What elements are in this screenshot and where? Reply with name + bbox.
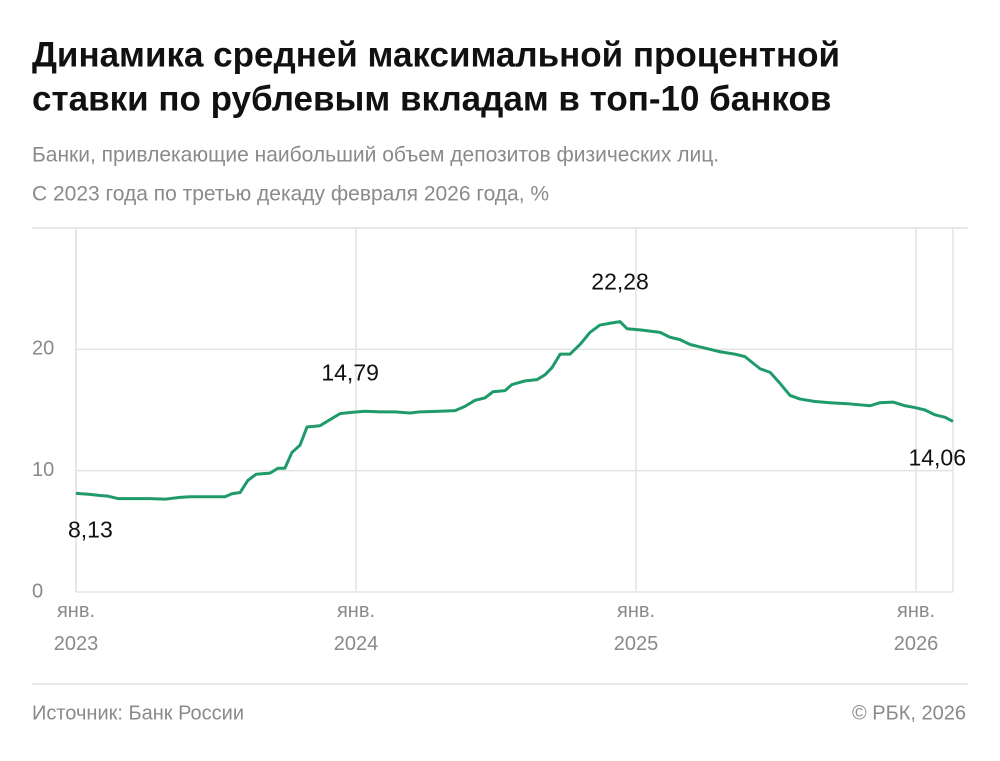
annotation: 8,13 [68, 516, 113, 542]
y-tick-label: 0 [32, 580, 43, 602]
x-tick-label-line: янв. [57, 600, 95, 622]
subtitle: С 2023 года по третью декаду февраля 202… [32, 183, 549, 206]
x-tick-label: янв. 2024 [334, 600, 379, 655]
x-tick-label: янв. 2026 [894, 600, 939, 655]
subtitle: Банки, привлекающие наибольший объем деп… [32, 144, 719, 167]
x-tick-label-line: 2026 [894, 633, 939, 655]
y-tick-label: 10 [32, 459, 54, 481]
line [75, 320, 954, 501]
x-tick-label: янв. 2023 [54, 600, 99, 655]
x-tick-label-line: 2025 [614, 633, 659, 655]
x-tick-label-line: 2024 [334, 633, 379, 655]
x-tick-label-line: 2023 [54, 633, 99, 655]
chart-title: Динамика средней максимальной процентной [32, 35, 840, 74]
credit: © РБК, 2026 [852, 702, 966, 724]
source: Источник: Банк России [32, 702, 244, 724]
annotation: 14,06 [908, 444, 966, 470]
annotation: 14,79 [321, 360, 379, 386]
x-tick-label: янв. 2025 [614, 600, 659, 655]
annotation: 22,28 [591, 269, 649, 295]
x-tick-label-line: янв. [617, 600, 655, 622]
chart-title: ставки по рублевым вкладам в топ-10 банк… [32, 79, 831, 118]
x-tick-label-line: янв. [337, 600, 375, 622]
y-tick-label: 20 [32, 338, 54, 360]
x-tick-label-line: янв. [897, 600, 935, 622]
